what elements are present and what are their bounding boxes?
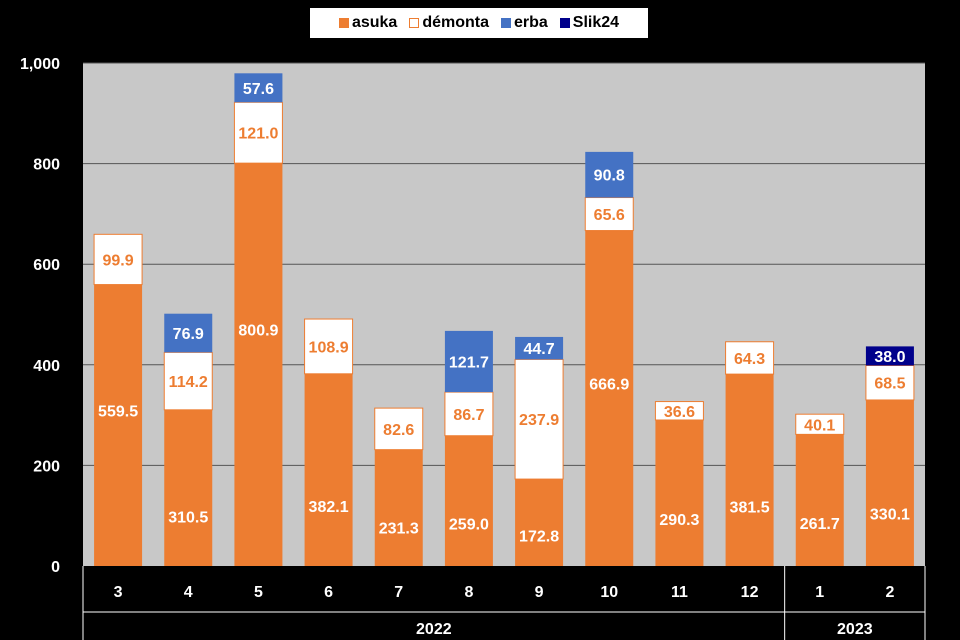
y-tick-label: 1,000 bbox=[20, 56, 60, 73]
x-tick-label: 12 bbox=[741, 584, 759, 601]
bar-asuka-8 bbox=[444, 435, 493, 566]
bar-asuka-6 bbox=[304, 373, 353, 566]
x-tick-label: 1 bbox=[815, 584, 824, 601]
data-label-démonta-12: 64.3 bbox=[734, 351, 765, 368]
x-tick-label: 4 bbox=[184, 584, 193, 601]
data-label-démonta-10: 65.6 bbox=[594, 207, 625, 224]
bar-asuka-1 bbox=[795, 434, 844, 566]
legend-item-asuka: asuka bbox=[338, 14, 398, 32]
x-tick-label: 9 bbox=[535, 584, 544, 601]
x-tick-label: 11 bbox=[671, 584, 688, 601]
bar-démonta-1 bbox=[795, 413, 845, 435]
bar-démonta-9 bbox=[514, 358, 564, 480]
legend-label-demonta: démonta bbox=[422, 14, 489, 31]
y-tick-label: 0 bbox=[51, 559, 60, 576]
bar-asuka-5 bbox=[234, 163, 283, 567]
plot-area bbox=[83, 63, 925, 566]
bar-Slik24-2 bbox=[865, 346, 914, 366]
data-label-asuka-3: 559.5 bbox=[98, 403, 138, 420]
x-tick-label: 6 bbox=[324, 584, 333, 601]
bar-erba-9 bbox=[515, 336, 564, 360]
data-label-démonta-11: 36.6 bbox=[664, 404, 695, 421]
bar-asuka-3 bbox=[94, 284, 143, 566]
y-tick-label: 800 bbox=[33, 157, 60, 174]
data-label-erba-8: 121.7 bbox=[449, 355, 489, 372]
data-label-Slik24-2: 38.0 bbox=[874, 349, 905, 366]
y-tick-label: 600 bbox=[33, 257, 60, 274]
x-tick-label: 7 bbox=[394, 584, 403, 601]
bar-démonta-4 bbox=[163, 351, 213, 411]
bar-asuka-11 bbox=[655, 419, 704, 566]
data-label-démonta-7: 82.6 bbox=[383, 422, 414, 439]
legend-item-erba: erba bbox=[500, 14, 548, 32]
x-tick-label: 5 bbox=[254, 584, 263, 601]
data-label-démonta-9: 237.9 bbox=[519, 412, 559, 429]
x-tick-label: 3 bbox=[114, 584, 123, 601]
data-label-asuka-12: 381.5 bbox=[730, 499, 770, 516]
bar-erba-10 bbox=[585, 151, 634, 198]
data-label-démonta-6: 108.9 bbox=[309, 339, 349, 356]
bar-démonta-5 bbox=[233, 101, 283, 164]
data-label-démonta-4: 114.2 bbox=[169, 374, 208, 391]
data-label-asuka-1: 261.7 bbox=[800, 516, 840, 533]
bar-asuka-10 bbox=[585, 230, 634, 566]
data-label-démonta-5: 121.0 bbox=[238, 126, 278, 143]
data-label-asuka-9: 172.8 bbox=[519, 529, 559, 546]
legend-swatch-demonta bbox=[409, 18, 420, 28]
data-label-erba-5: 57.6 bbox=[243, 81, 274, 98]
x-tick-label: 2 bbox=[885, 584, 894, 601]
data-label-asuka-5: 800.9 bbox=[238, 323, 278, 340]
group-label-2022: 2022 bbox=[416, 621, 452, 638]
bar-démonta-11 bbox=[654, 401, 704, 421]
bar-démonta-8 bbox=[444, 391, 494, 437]
bar-erba-5 bbox=[234, 73, 283, 103]
legend-swatch-asuka bbox=[338, 18, 349, 28]
bar-démonta-10 bbox=[584, 197, 634, 232]
bar-asuka-4 bbox=[164, 409, 213, 566]
bar-erba-8 bbox=[444, 330, 493, 393]
bar-asuka-9 bbox=[515, 479, 564, 566]
data-label-erba-9: 44.7 bbox=[524, 341, 555, 358]
legend: asuka démonta erba Slik24 bbox=[310, 8, 648, 38]
bar-démonta-6 bbox=[304, 318, 354, 375]
x-tick-label: 10 bbox=[600, 584, 618, 601]
bar-asuka-2 bbox=[865, 399, 914, 566]
data-label-démonta-8: 86.7 bbox=[453, 407, 484, 424]
data-label-asuka-6: 382.1 bbox=[309, 499, 349, 516]
legend-label-slik24: Slik24 bbox=[572, 14, 620, 31]
bar-démonta-2 bbox=[865, 365, 915, 401]
legend-label-asuka: asuka bbox=[351, 14, 398, 31]
bar-erba-4 bbox=[164, 313, 213, 353]
y-tick-label: 400 bbox=[33, 358, 60, 375]
data-label-asuka-4: 310.5 bbox=[168, 509, 208, 526]
data-label-asuka-7: 231.3 bbox=[379, 520, 419, 537]
legend-item-slik24: Slik24 bbox=[559, 14, 620, 32]
bar-asuka-7 bbox=[374, 449, 423, 566]
data-label-démonta-2: 68.5 bbox=[874, 376, 905, 393]
legend-swatch-erba bbox=[500, 18, 511, 28]
data-label-asuka-8: 259.0 bbox=[449, 517, 489, 534]
y-tick-label: 200 bbox=[33, 458, 60, 475]
data-label-erba-10: 90.8 bbox=[594, 168, 625, 185]
x-tick-label: 8 bbox=[464, 584, 473, 601]
legend-item-demonta: démonta bbox=[409, 14, 489, 32]
data-label-démonta-1: 40.1 bbox=[804, 417, 835, 434]
legend-swatch-slik24 bbox=[559, 18, 570, 28]
bar-démonta-12 bbox=[725, 341, 775, 375]
bar-asuka-12 bbox=[725, 374, 774, 566]
bar-démonta-7 bbox=[374, 407, 424, 451]
data-label-asuka-11: 290.3 bbox=[659, 512, 699, 529]
data-label-démonta-3: 99.9 bbox=[103, 252, 134, 269]
data-label-asuka-10: 666.9 bbox=[589, 376, 629, 393]
data-label-asuka-2: 330.1 bbox=[870, 507, 910, 524]
data-label-erba-4: 76.9 bbox=[173, 326, 204, 343]
bar-démonta-3 bbox=[93, 233, 143, 286]
group-label-2023: 2023 bbox=[837, 621, 873, 638]
legend-label-erba: erba bbox=[513, 14, 548, 31]
